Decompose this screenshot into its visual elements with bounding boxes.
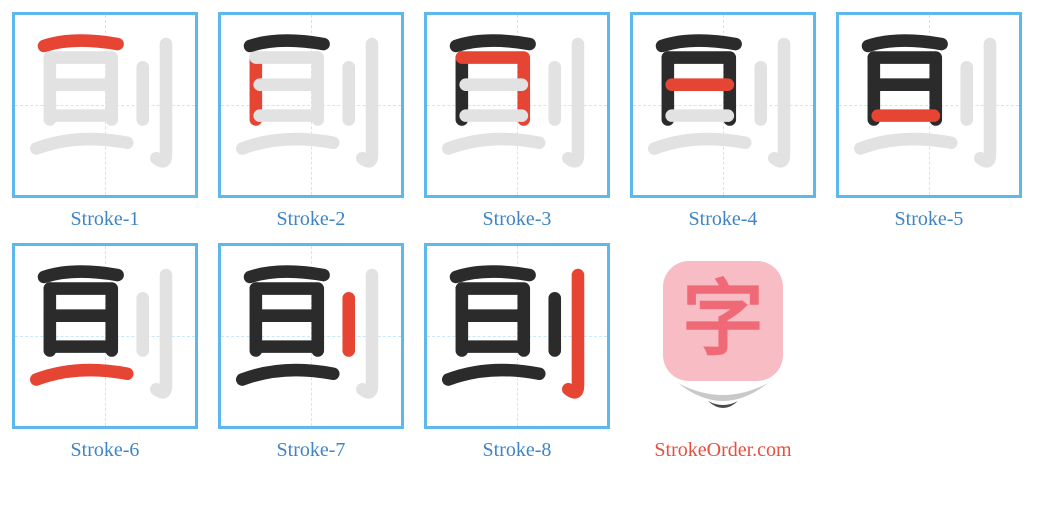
- stroke-path: [448, 139, 539, 149]
- stroke-panel: Stroke-3: [424, 12, 610, 231]
- stroke-path: [774, 44, 784, 161]
- stroke-path: [860, 139, 951, 149]
- stroke-box: [424, 12, 610, 198]
- stroke-path: [36, 139, 127, 149]
- stroke-path: [654, 139, 745, 149]
- stroke-path: [448, 370, 539, 380]
- stroke-panel: Stroke-4: [630, 12, 816, 231]
- stroke-path: [362, 44, 372, 161]
- stroke-label: Stroke-1: [71, 208, 140, 231]
- stroke-box: [218, 243, 404, 429]
- stroke-path: [568, 44, 578, 161]
- stroke-label: Stroke-8: [483, 439, 552, 462]
- stroke-path: [44, 272, 118, 277]
- stroke-box: [12, 12, 198, 198]
- stroke-label: Stroke-3: [483, 208, 552, 231]
- stroke-path: [868, 41, 942, 46]
- stroke-label: Stroke-2: [277, 208, 346, 231]
- stroke-path: [156, 275, 166, 392]
- stroke-path: [456, 41, 530, 46]
- brand-logo-box: 字: [630, 243, 816, 429]
- stroke-box: [630, 12, 816, 198]
- stroke-path: [250, 272, 324, 277]
- brand-panel: 字 StrokeOrder.com: [630, 243, 816, 462]
- stroke-path: [568, 275, 578, 392]
- stroke-box: [12, 243, 198, 429]
- stroke-panel: Stroke-6: [12, 243, 198, 462]
- stroke-path: [662, 41, 736, 46]
- stroke-panel: Stroke-8: [424, 243, 610, 462]
- stroke-path: [36, 370, 127, 380]
- stroke-label: Stroke-7: [277, 439, 346, 462]
- stroke-panel: Stroke-7: [218, 243, 404, 462]
- stroke-path: [156, 44, 166, 161]
- stroke-path: [456, 272, 530, 277]
- stroke-label: Stroke-5: [895, 208, 964, 231]
- stroke-label: Stroke-6: [71, 439, 140, 462]
- stroke-box: [424, 243, 610, 429]
- stroke-path: [242, 370, 333, 380]
- stroke-box: [218, 12, 404, 198]
- stroke-panel: Stroke-5: [836, 12, 1022, 231]
- stroke-path: [362, 275, 372, 392]
- stroke-panel: Stroke-2: [218, 12, 404, 231]
- stroke-box: [836, 12, 1022, 198]
- stroke-path: [242, 139, 333, 149]
- stroke-path: [44, 41, 118, 46]
- stroke-path: [980, 44, 990, 161]
- logo-char: 字: [682, 274, 764, 365]
- stroke-path: [250, 41, 324, 46]
- stroke-label: Stroke-4: [689, 208, 758, 231]
- stroke-panel: Stroke-1: [12, 12, 198, 231]
- brand-label: StrokeOrder.com: [654, 439, 791, 462]
